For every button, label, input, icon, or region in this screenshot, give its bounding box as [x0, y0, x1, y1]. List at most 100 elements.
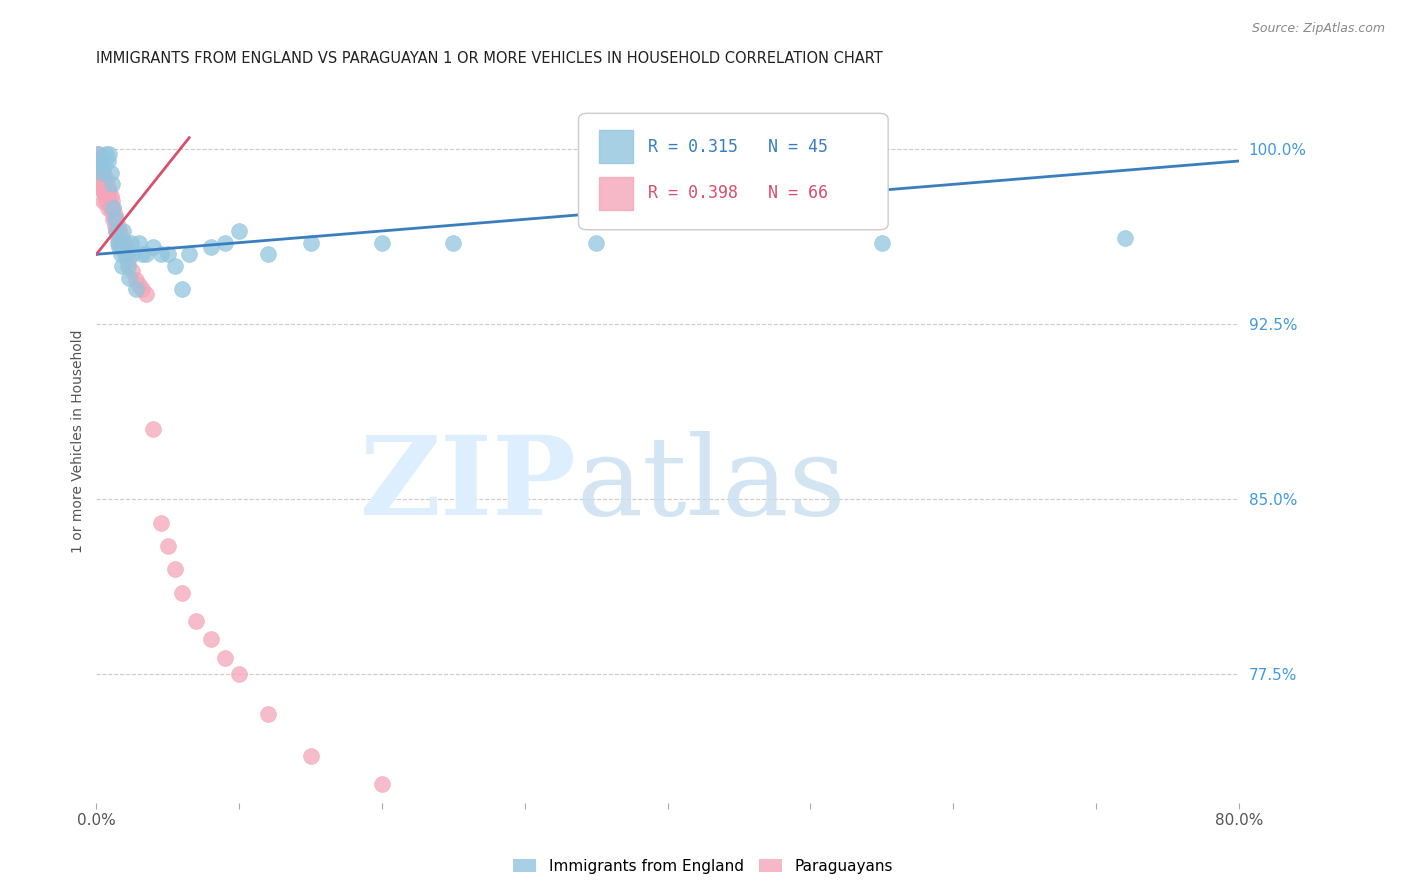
Text: IMMIGRANTS FROM ENGLAND VS PARAGUAYAN 1 OR MORE VEHICLES IN HOUSEHOLD CORRELATIO: IMMIGRANTS FROM ENGLAND VS PARAGUAYAN 1 …: [97, 51, 883, 66]
Point: [94, 153, 117, 168]
Point: [163, 259, 186, 273]
Point: [299, 748, 322, 763]
Point: [186, 614, 208, 628]
Bar: [599, 177, 633, 210]
Point: [89, 152, 111, 166]
Point: [93, 175, 115, 189]
Point: [87, 147, 110, 161]
Point: [111, 235, 134, 250]
Point: [256, 247, 278, 261]
Point: [96, 147, 118, 161]
Point: [179, 247, 201, 261]
Point: [214, 235, 236, 250]
Point: [87, 170, 110, 185]
Point: [156, 247, 179, 261]
Point: [105, 224, 128, 238]
Point: [121, 263, 143, 277]
Point: [97, 189, 120, 203]
Legend: Immigrants from England, Paraguayans: Immigrants from England, Paraguayans: [508, 853, 898, 880]
Point: [105, 224, 128, 238]
Point: [110, 228, 132, 243]
Point: [441, 235, 464, 250]
Point: [200, 632, 222, 647]
FancyBboxPatch shape: [578, 113, 889, 230]
Point: [108, 235, 131, 250]
Point: [101, 205, 124, 219]
Point: [96, 184, 118, 198]
Point: [110, 247, 132, 261]
Point: [107, 235, 129, 250]
Point: [114, 235, 136, 250]
Point: [107, 219, 129, 234]
Bar: [599, 130, 633, 162]
Point: [94, 189, 117, 203]
Point: [104, 219, 127, 234]
Point: [105, 212, 128, 227]
Point: [97, 179, 120, 194]
Point: [256, 706, 278, 721]
Point: [91, 170, 114, 185]
Point: [96, 175, 118, 189]
Point: [93, 194, 115, 208]
Point: [89, 159, 111, 173]
Point: [121, 247, 143, 261]
Point: [98, 147, 121, 161]
Point: [91, 166, 114, 180]
Point: [135, 287, 157, 301]
Point: [112, 240, 135, 254]
Point: [93, 166, 115, 180]
Point: [228, 224, 250, 238]
Point: [299, 235, 322, 250]
Point: [108, 240, 131, 254]
Point: [118, 270, 141, 285]
Point: [104, 208, 127, 222]
Point: [117, 254, 139, 268]
Point: [100, 189, 122, 203]
Point: [93, 184, 115, 198]
Point: [89, 166, 111, 180]
Point: [104, 212, 127, 227]
Point: [103, 201, 125, 215]
Point: [90, 156, 112, 170]
Point: [128, 235, 150, 250]
Point: [585, 235, 607, 250]
Point: [128, 277, 150, 292]
Point: [170, 282, 193, 296]
Point: [98, 194, 121, 208]
Text: Source: ZipAtlas.com: Source: ZipAtlas.com: [1251, 22, 1385, 36]
Point: [90, 163, 112, 178]
Point: [149, 516, 172, 530]
Point: [142, 240, 165, 254]
Point: [371, 777, 394, 791]
Point: [103, 201, 125, 215]
Point: [90, 172, 112, 186]
Point: [91, 179, 114, 194]
Point: [135, 247, 157, 261]
Point: [214, 651, 236, 665]
Point: [87, 147, 110, 161]
Point: [112, 224, 135, 238]
Text: R = 0.398   N = 66: R = 0.398 N = 66: [648, 184, 828, 202]
Point: [125, 273, 148, 287]
Point: [101, 194, 124, 208]
Point: [1114, 231, 1136, 245]
Point: [87, 161, 110, 175]
Point: [103, 212, 125, 227]
Point: [89, 153, 111, 168]
Text: atlas: atlas: [576, 431, 846, 538]
Point: [131, 282, 153, 296]
Point: [870, 235, 893, 250]
Point: [125, 282, 148, 296]
Point: [101, 178, 124, 192]
Point: [163, 562, 186, 576]
Point: [114, 247, 136, 261]
Point: [115, 247, 138, 261]
Point: [97, 153, 120, 168]
Point: [200, 240, 222, 254]
Point: [117, 259, 139, 273]
Point: [371, 235, 394, 250]
Point: [100, 166, 122, 180]
Point: [100, 201, 122, 215]
Point: [91, 161, 114, 175]
Text: R = 0.315   N = 45: R = 0.315 N = 45: [648, 137, 828, 155]
